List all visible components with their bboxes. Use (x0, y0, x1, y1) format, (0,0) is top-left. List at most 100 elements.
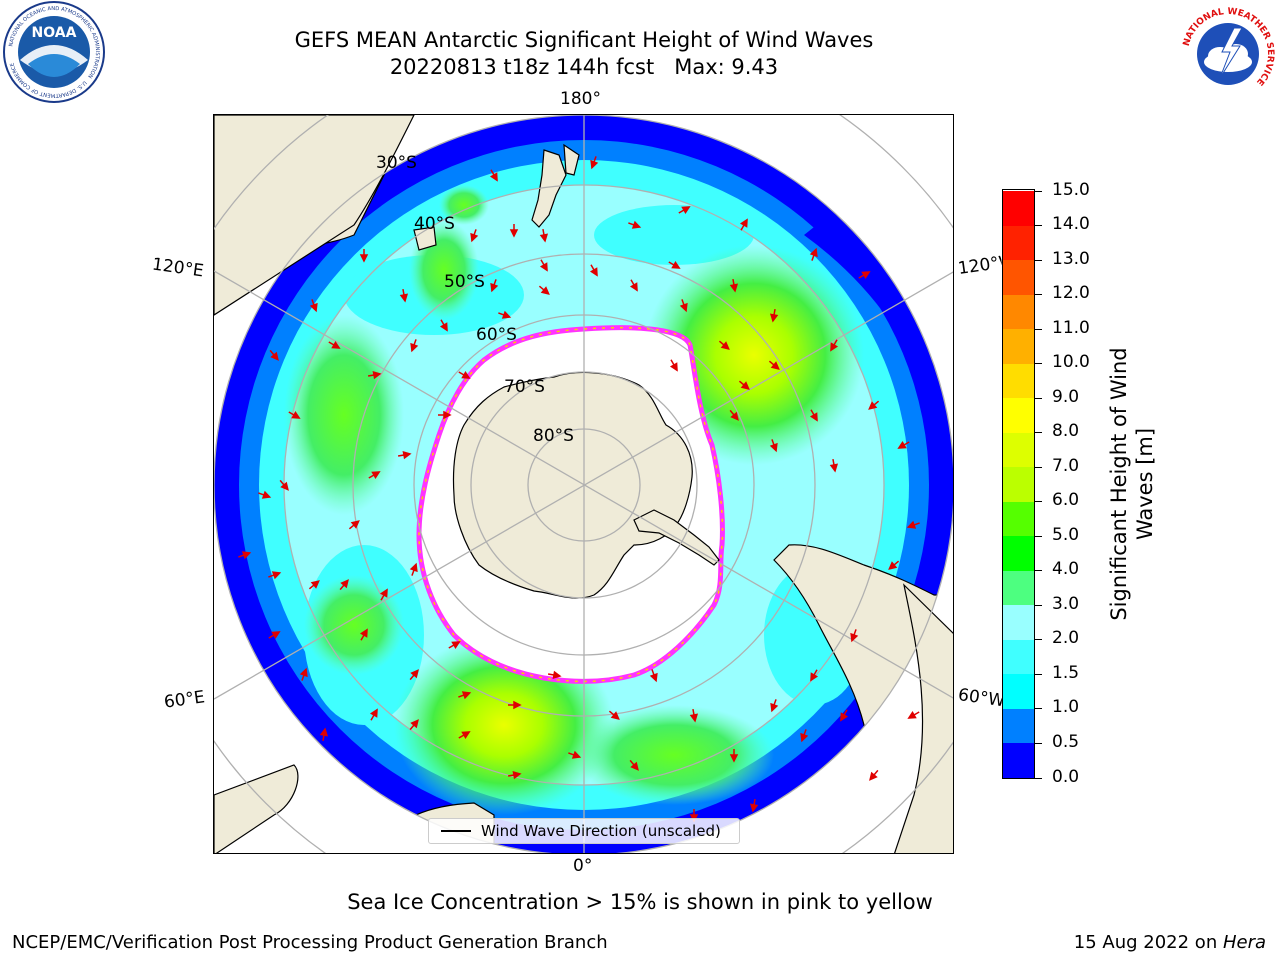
wind-arrow-head (897, 440, 907, 449)
colorbar-tick (1034, 363, 1042, 365)
wind-arrow-head (299, 667, 308, 678)
wind-arrow-head (270, 351, 279, 361)
wind-arrow-head (769, 313, 779, 323)
wind-arrow-head (829, 463, 839, 473)
wind-arrow-head (513, 700, 522, 710)
colorbar-tick (1034, 432, 1042, 434)
colorbar-segment (1003, 501, 1034, 537)
lat-label-50s: 50°S (444, 272, 485, 292)
colorbar-tick-label: 0.0 (1052, 766, 1080, 787)
graticule (214, 115, 953, 853)
lon-label-60e: 60°E (162, 687, 207, 713)
colorbar-tick-label: 15.0 (1052, 179, 1090, 200)
wind-arrow-head (809, 247, 818, 258)
colorbar-tick (1034, 570, 1042, 572)
wind-arrow-head (571, 750, 582, 759)
wind-arrow-head (470, 232, 479, 243)
wind-arrow-head (689, 713, 699, 723)
colorbar-tick-label: 14.0 (1052, 214, 1090, 235)
colorbar-segment (1003, 673, 1034, 709)
colorbar-segment (1003, 190, 1034, 226)
colorbar-tick-label: 12.0 (1052, 283, 1090, 304)
lon-label-60w: 60°W (956, 685, 1004, 711)
colorbar-segment (1003, 363, 1034, 399)
wind-arrow-head (489, 172, 498, 182)
legend-line (441, 830, 471, 832)
colorbar-segment (1003, 604, 1034, 640)
wind-arrow-head (869, 771, 878, 781)
wind-arrow-head (340, 579, 349, 589)
colorbar-tick (1034, 259, 1042, 261)
wind-arrow-head (280, 481, 289, 491)
new-zealand-land (531, 149, 567, 228)
wind-arrow-head (681, 206, 691, 215)
colorbar-tick (1034, 673, 1042, 675)
colorbar-segment (1003, 742, 1034, 778)
colorbar-segment (1003, 639, 1034, 675)
svg-text:NOAA: NOAA (32, 25, 77, 41)
wind-arrow-head (451, 641, 461, 650)
lon-label-0: 0° (573, 856, 593, 876)
colorbar-segment (1003, 570, 1034, 606)
wind-arrow-head (379, 588, 388, 598)
colorbar-tick-label: 11.0 (1052, 317, 1090, 338)
wind-arrow-head (861, 271, 871, 280)
wind-arrow-head (241, 551, 252, 560)
colorbar-segment (1003, 397, 1034, 433)
wind-arrow-head (359, 254, 369, 263)
colorbar-tick-label: 7.0 (1052, 455, 1080, 476)
sea-ice-note: Sea Ice Concentration > 15% is shown in … (347, 890, 933, 914)
wind-arrow-head (512, 770, 522, 780)
wind-arrow-head (402, 450, 412, 460)
lat-label-80s: 80°S (533, 426, 574, 446)
colorbar-segment (1003, 708, 1034, 744)
wind-arrow-head (730, 411, 739, 421)
colorbar-tick-label: 6.0 (1052, 490, 1080, 511)
colorbar-tick (1034, 535, 1042, 537)
lat-label-40s: 40°S (414, 214, 455, 234)
wind-arrow-head (840, 712, 849, 722)
wind-arrow-head (679, 302, 688, 313)
colorbar-tick-label: 13.0 (1052, 248, 1090, 269)
wind-arrow-head (369, 708, 378, 718)
wind-arrow-head (749, 803, 759, 813)
wind-arrow-head (291, 410, 301, 419)
colorbar-tick (1034, 225, 1042, 227)
map-legend: Wind Wave Direction (unscaled) (428, 818, 740, 844)
wind-arrow-head (271, 571, 282, 580)
wind-arrow-head (410, 719, 419, 729)
wind-arrow-head (539, 233, 549, 243)
wind-arrow-head (590, 159, 599, 170)
wind-arrow-head (850, 632, 859, 643)
colorbar-tick-label: 8.0 (1052, 421, 1080, 442)
wind-arrow-head (501, 310, 512, 319)
wind-arrow-head (309, 302, 318, 313)
colorbar-tick (1034, 397, 1042, 399)
wind-arrow-head (509, 229, 519, 238)
noaa-logo: NOAA NATIONAL OCEANIC AND ATMOSPHERIC AD… (3, 1, 105, 103)
wind-arrow-head (399, 293, 409, 303)
wind-arrow-head (888, 561, 898, 570)
colorbar-segment (1003, 294, 1034, 330)
colorbar-tick-label: 1.0 (1052, 697, 1080, 718)
colorbar-segment (1003, 328, 1034, 364)
colorbar-tick (1034, 294, 1042, 296)
chart-subtitle: 20220813 t18z 144h fcst Max: 9.43 (389, 55, 779, 79)
wind-arrow-head (631, 220, 642, 229)
wind-arrow-head (410, 342, 419, 353)
wind-arrow-head (589, 267, 598, 277)
wind-arrow-head (439, 322, 448, 332)
wind-arrow-head (809, 412, 818, 422)
colorbar-title: Significant Height of Wind Waves [m] (1106, 347, 1158, 620)
wind-arrow-head (490, 282, 499, 293)
run-date-text: 15 Aug 2022 on (1073, 932, 1223, 953)
colorbar-tick-label: 2.0 (1052, 628, 1080, 649)
lat-label-60s: 60°S (476, 325, 517, 345)
wind-arrow-head (610, 711, 620, 720)
legend-label: Wind Wave Direction (unscaled) (481, 822, 721, 840)
wind-arrow-head (906, 520, 917, 529)
wind-arrow-head (630, 761, 639, 771)
wind-arrow-head (461, 370, 471, 379)
colorbar-tick-label: 5.0 (1052, 524, 1080, 545)
wind-arrow-head (539, 262, 548, 272)
